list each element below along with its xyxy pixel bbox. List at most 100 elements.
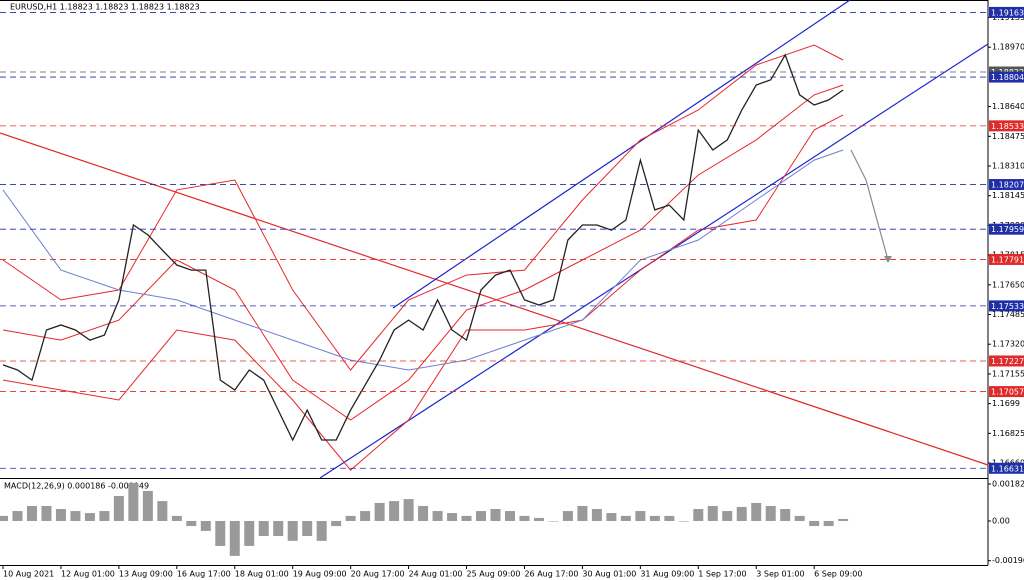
macd-bar xyxy=(823,520,834,527)
level-label: 1.18804 xyxy=(991,73,1024,82)
x-tick-label: 13 Aug 09:00 xyxy=(119,570,173,579)
macd-bar xyxy=(302,520,313,536)
level-label: 1.18207 xyxy=(991,181,1024,190)
macd-bar xyxy=(447,513,458,521)
macd-bar xyxy=(403,499,414,521)
y-tick-label: 0.001822 xyxy=(992,480,1024,489)
x-tick-label: 1 Sep 17:00 xyxy=(698,570,746,579)
x-tick-label: 3 Sep 01:00 xyxy=(756,570,804,579)
macd-bar xyxy=(476,511,487,521)
macd-bar xyxy=(707,505,718,521)
indicator-line xyxy=(2,84,844,421)
macd-bar xyxy=(0,515,8,521)
x-tick-label: 20 Aug 17:00 xyxy=(351,570,405,579)
macd-bar xyxy=(200,520,211,531)
macd-bar xyxy=(99,511,110,521)
y-tick-label: 1.16825 xyxy=(992,429,1024,438)
macd-bar xyxy=(55,509,66,521)
price-line xyxy=(2,53,844,442)
x-tick-label: 30 Aug 01:00 xyxy=(582,570,636,579)
level-label: 1.18533 xyxy=(991,122,1024,131)
macd-bar xyxy=(751,502,762,521)
macd-bar xyxy=(490,509,501,521)
y-tick-label: 1.18145 xyxy=(992,191,1024,200)
macd-bar xyxy=(635,511,646,521)
macd-bar xyxy=(244,520,255,546)
macd-bar xyxy=(620,515,631,521)
macd-bar xyxy=(780,509,791,521)
macd-bar xyxy=(215,520,226,546)
macd-bar xyxy=(70,511,81,521)
macd-bar xyxy=(838,518,849,521)
macd-bar xyxy=(649,515,660,521)
x-tick-label: 6 Sep 09:00 xyxy=(814,570,862,579)
macd-bar xyxy=(128,483,139,521)
level-label-box xyxy=(989,300,1024,312)
trend-line xyxy=(0,132,989,466)
x-tick-label: 16 Aug 17:00 xyxy=(177,570,231,579)
macd-bar xyxy=(577,505,588,521)
macd-bar xyxy=(360,511,371,521)
x-tick-label: 24 Aug 01:00 xyxy=(409,570,463,579)
x-tick-label: 18 Aug 01:00 xyxy=(235,570,289,579)
macd-bar xyxy=(562,511,573,521)
macd-bar xyxy=(142,490,153,521)
projection-arrow xyxy=(850,149,889,261)
y-tick-label: 1.18475 xyxy=(992,132,1024,141)
macd-bar xyxy=(461,515,472,521)
macd-title: MACD(12,26,9) 0.000186 -0.000049 xyxy=(4,482,149,491)
y-tick-label: 1.17320 xyxy=(992,340,1024,349)
level-label: 1.19163 xyxy=(991,8,1024,17)
channel-upper xyxy=(392,0,851,309)
macd-bar xyxy=(432,511,443,521)
macd-bar xyxy=(736,506,747,521)
chart-title: EURUSD,H1 1.18823 1.18823 1.18823 1.1882… xyxy=(10,3,200,12)
macd-bar xyxy=(316,520,327,541)
macd-bar xyxy=(678,520,689,522)
level-label-box xyxy=(989,223,1024,235)
macd-bar xyxy=(331,520,342,527)
macd-bar xyxy=(591,509,602,521)
indicator-line xyxy=(2,44,844,371)
indicator-line xyxy=(2,149,844,371)
macd-bar xyxy=(113,496,124,521)
macd-bar xyxy=(345,515,356,521)
macd-bar xyxy=(287,520,298,541)
macd-bar xyxy=(765,505,776,521)
level-label: 1.17227 xyxy=(991,357,1024,366)
y-tick-label: 1.18970 xyxy=(992,43,1024,52)
macd-bar xyxy=(722,511,733,521)
macd-bar xyxy=(374,502,385,521)
macd-bar xyxy=(258,520,269,536)
macd-bar xyxy=(273,520,284,536)
macd-bar xyxy=(794,515,805,521)
level-label-box xyxy=(989,253,1024,265)
x-tick-label: 19 Aug 09:00 xyxy=(293,570,347,579)
macd-bar xyxy=(606,513,617,521)
x-tick-label: 12 Aug 01:00 xyxy=(61,570,115,579)
arrow-head xyxy=(884,256,892,263)
macd-bar xyxy=(664,515,675,521)
macd-bar xyxy=(171,515,182,521)
macd-bar xyxy=(41,505,52,521)
level-label: 1.17057 xyxy=(991,388,1024,397)
macd-bar xyxy=(84,513,95,521)
y-tick-label: 1.18310 xyxy=(992,161,1024,170)
x-tick-label: 26 Aug 17:00 xyxy=(524,570,578,579)
level-label-box xyxy=(989,71,1024,83)
y-tick-label: 1.17485 xyxy=(992,310,1024,319)
y-tick-label: 1.17155 xyxy=(992,369,1024,378)
macd-bar xyxy=(504,511,515,521)
macd-bar xyxy=(519,515,530,521)
indicator-line xyxy=(2,114,844,471)
macd-bar xyxy=(229,520,240,556)
x-tick-label: 10 Aug 2021 xyxy=(3,570,54,579)
macd-bar xyxy=(389,501,400,521)
level-label-box xyxy=(989,462,1024,474)
level-label-box xyxy=(989,386,1024,398)
x-tick-label: 31 Aug 09:00 xyxy=(640,570,694,579)
y-tick-label: -0.00196 xyxy=(992,556,1024,565)
macd-bar xyxy=(809,520,820,527)
